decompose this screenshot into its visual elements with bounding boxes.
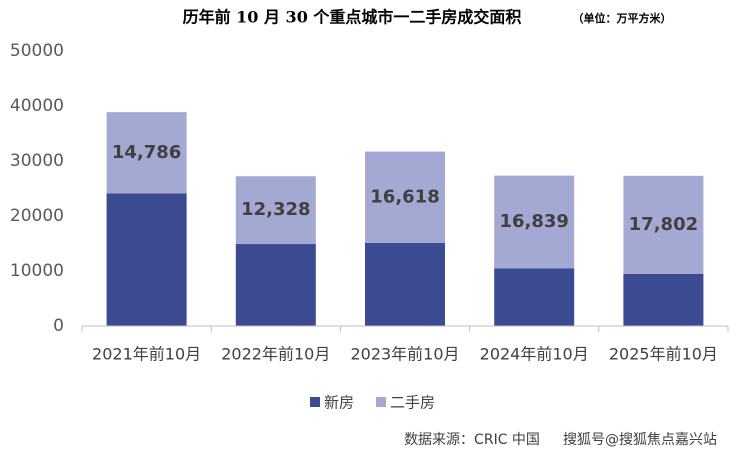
bar-segment xyxy=(365,242,445,326)
x-tick-label: 2025年前10月 xyxy=(609,345,718,364)
value-label: 14,786 xyxy=(112,142,181,163)
bar-segment xyxy=(235,176,316,245)
x-tick-label: 2021年前10月 xyxy=(92,345,201,364)
value-label: 17,802 xyxy=(629,214,698,235)
legend-swatch xyxy=(376,397,387,407)
value-label: 12,328 xyxy=(241,199,310,220)
x-tick-label: 2023年前10月 xyxy=(350,345,459,364)
legend-label: 新房 xyxy=(324,394,354,412)
legend-label: 二手房 xyxy=(390,394,435,412)
bar-segment xyxy=(623,273,704,326)
y-tick-label: 20000 xyxy=(10,206,64,226)
source: 数据来源：CRIC 中国 xyxy=(404,432,540,448)
bar-segment xyxy=(235,244,316,326)
y-tick-label: 50000 xyxy=(10,41,64,61)
bar-segment xyxy=(623,175,704,274)
bar-segment xyxy=(494,175,575,269)
bar-segment xyxy=(494,268,575,326)
y-tick-label: 40000 xyxy=(10,96,64,116)
y-tick-label: 10000 xyxy=(10,261,64,281)
x-tick-label: 2022年前10月 xyxy=(221,345,330,364)
chart-subtitle: （单位：万平方米） xyxy=(573,11,672,25)
value-label: 16,618 xyxy=(370,186,439,207)
x-tick-label: 2024年前10月 xyxy=(480,345,589,364)
y-tick-label: 30000 xyxy=(10,151,64,171)
legend-swatch xyxy=(310,397,320,407)
value-label: 16,839 xyxy=(499,211,568,232)
bar-segment xyxy=(106,112,187,194)
watermark: 搜狐号@搜狐焦点嘉兴站 xyxy=(563,432,717,448)
bar-segment xyxy=(106,193,187,326)
y-tick-label: 0 xyxy=(53,316,64,336)
chart-title: 历年前 10 月 30 个重点城市一二手房成交面积 xyxy=(183,8,522,27)
bar-segment xyxy=(365,151,445,243)
